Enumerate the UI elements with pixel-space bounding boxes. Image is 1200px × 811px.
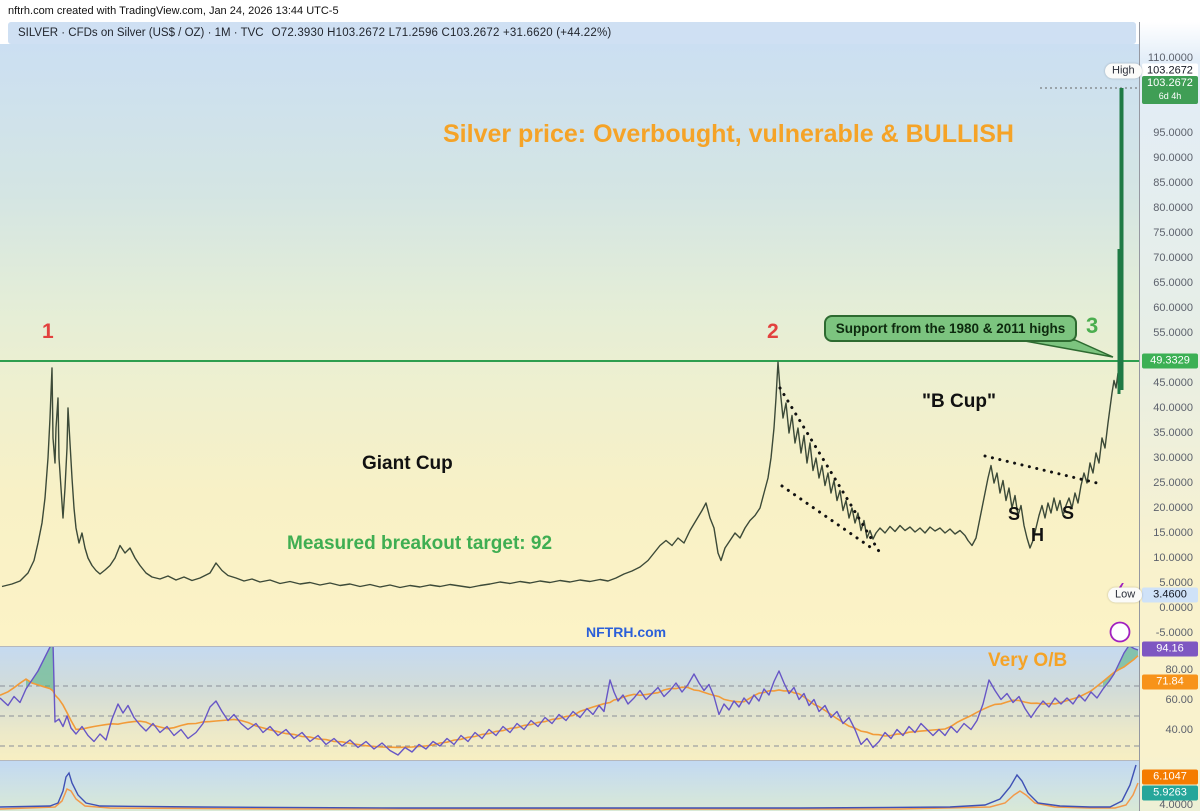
axis-tick: 30.0000	[1153, 452, 1193, 464]
price-label: 103.2672	[1142, 63, 1198, 79]
rsi-svg	[0, 647, 1139, 756]
low-tag: Low	[1108, 587, 1143, 603]
marker-3: 3	[1086, 313, 1099, 338]
axis-tick: 40.00	[1165, 724, 1193, 736]
axis-tick: 45.0000	[1153, 377, 1193, 389]
axis-tick: 80.0000	[1153, 202, 1193, 214]
support-callout: Support from the 1980 & 2011 highs	[824, 315, 1077, 342]
price-label: 103.2672 6d 4h	[1142, 76, 1198, 104]
breakout-target-label: Measured breakout target: 92	[287, 533, 553, 554]
very-ob-label: Very O/B	[988, 650, 1068, 671]
b-cup-label: "B Cup"	[922, 391, 996, 412]
axis-tick: 70.0000	[1153, 252, 1193, 264]
shoulder-left-label: S	[1008, 504, 1021, 524]
price-label: 49.3329	[1142, 353, 1198, 369]
price-label: 94.16	[1142, 641, 1198, 657]
high-tag: High	[1105, 63, 1142, 79]
giant-cup-label: Giant Cup	[362, 453, 453, 474]
axis-tick: 60.0000	[1153, 302, 1193, 314]
attribution-note: nftrh.com created with TradingView.com, …	[8, 5, 339, 17]
price-label: 71.84	[1142, 674, 1198, 690]
axis-tick: 0.0000	[1159, 602, 1193, 614]
marker-2: 2	[767, 320, 779, 343]
axis-tick: 4.0000	[1159, 799, 1193, 811]
main-price-pane[interactable]: Silver price: Overbought, vulnerable & B…	[0, 44, 1139, 646]
axis-tick: 75.0000	[1153, 227, 1193, 239]
axis-tick: 110.0000	[1147, 52, 1193, 64]
symbol-description: SILVER · CFDs on Silver (US$ / OZ) · 1M …	[18, 27, 264, 39]
rsi-indicator-pane[interactable]: Very O/B	[0, 646, 1139, 761]
axis-tick: 5.0000	[1159, 577, 1193, 589]
price-label: 3.4600	[1142, 587, 1198, 603]
axis-tick: 65.0000	[1153, 277, 1193, 289]
ohlc-values: O72.3930 H103.2672 L71.2596 C103.2672 +3…	[271, 27, 612, 39]
axis-tick: 20.0000	[1153, 502, 1193, 514]
axis-tick: 90.0000	[1153, 152, 1193, 164]
axis-tick: 80.00	[1165, 664, 1193, 676]
marker-1: 1	[42, 320, 54, 343]
axis-tick: 40.0000	[1153, 402, 1193, 414]
axis-tick: 95.0000	[1153, 127, 1193, 139]
bottom-indicator-pane[interactable]	[0, 760, 1139, 811]
axis-tick: 35.0000	[1153, 427, 1193, 439]
axis-tick: 10.0000	[1153, 552, 1193, 564]
axis-tick: 55.0000	[1153, 327, 1193, 339]
axis-tick: 85.0000	[1153, 177, 1193, 189]
price-chart-svg	[0, 87, 1139, 643]
axis-tick: 15.0000	[1153, 527, 1193, 539]
axis-tick: 25.0000	[1153, 477, 1193, 489]
price-label: 6.1047	[1142, 769, 1198, 785]
axis-tick: -5.0000	[1155, 627, 1193, 639]
bottom-indicator-svg	[0, 764, 1139, 810]
shoulder-right-label: S	[1062, 503, 1075, 523]
chart-legend[interactable]: SILVER · CFDs on Silver (US$ / OZ) · 1M …	[8, 22, 1136, 44]
chart-title: Silver price: Overbought, vulnerable & B…	[443, 120, 1014, 148]
axis-tick: 60.00	[1165, 694, 1193, 706]
price-label: 5.9263	[1142, 785, 1198, 801]
nftrh-watermark: NFTRH.com	[586, 624, 667, 640]
head-label: H	[1031, 525, 1044, 545]
price-scale-axis[interactable]: 110.0000 95.0000 90.0000 85.0000 80.0000 75.0…	[1139, 22, 1200, 811]
